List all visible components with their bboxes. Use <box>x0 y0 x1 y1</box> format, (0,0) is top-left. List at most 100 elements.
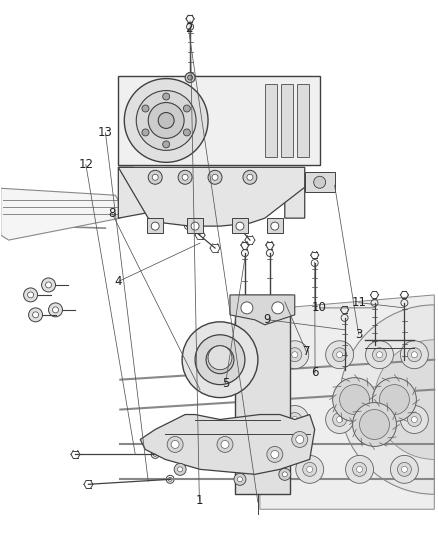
Bar <box>265 84 277 157</box>
Circle shape <box>332 413 346 426</box>
Circle shape <box>296 435 304 443</box>
Circle shape <box>372 348 386 362</box>
Circle shape <box>221 440 229 448</box>
Circle shape <box>390 455 418 483</box>
Bar <box>118 76 320 165</box>
Text: 12: 12 <box>78 158 93 171</box>
Circle shape <box>283 472 287 477</box>
Circle shape <box>247 174 253 180</box>
Circle shape <box>397 462 411 477</box>
Text: 3: 3 <box>355 328 362 341</box>
Text: 4: 4 <box>115 275 122 288</box>
Circle shape <box>372 413 386 426</box>
Text: 5: 5 <box>222 377 229 390</box>
Circle shape <box>366 406 393 433</box>
Circle shape <box>279 469 291 480</box>
Circle shape <box>292 352 298 358</box>
Polygon shape <box>1 188 120 240</box>
Circle shape <box>212 174 218 180</box>
Circle shape <box>214 354 226 366</box>
Circle shape <box>353 462 367 477</box>
Circle shape <box>281 341 309 369</box>
Circle shape <box>407 413 421 426</box>
Circle shape <box>187 75 193 80</box>
Circle shape <box>407 348 421 362</box>
Circle shape <box>49 303 63 317</box>
Circle shape <box>292 416 298 423</box>
Circle shape <box>314 176 326 188</box>
Circle shape <box>296 455 324 483</box>
Polygon shape <box>230 295 295 325</box>
Circle shape <box>195 335 245 385</box>
Wedge shape <box>374 340 434 459</box>
Text: 10: 10 <box>312 302 327 314</box>
Circle shape <box>142 105 149 112</box>
Text: 11: 11 <box>351 296 366 309</box>
Bar <box>297 84 309 157</box>
Circle shape <box>24 288 38 302</box>
Circle shape <box>366 341 393 369</box>
Circle shape <box>234 473 246 486</box>
Bar <box>235 295 290 494</box>
Circle shape <box>124 78 208 163</box>
Circle shape <box>208 171 222 184</box>
Circle shape <box>167 437 183 453</box>
Circle shape <box>346 455 374 483</box>
Circle shape <box>288 348 302 362</box>
Circle shape <box>267 447 283 462</box>
Text: 7: 7 <box>303 345 310 358</box>
Bar <box>267 218 283 233</box>
Circle shape <box>326 406 353 433</box>
Text: 1: 1 <box>196 494 203 507</box>
Circle shape <box>171 440 179 448</box>
Circle shape <box>191 222 199 230</box>
Circle shape <box>178 171 192 184</box>
Circle shape <box>307 466 313 472</box>
Polygon shape <box>140 415 314 474</box>
Circle shape <box>353 402 396 447</box>
Circle shape <box>206 346 234 374</box>
Circle shape <box>377 416 382 423</box>
Text: 9: 9 <box>263 313 271 326</box>
Circle shape <box>53 307 59 313</box>
Circle shape <box>178 467 183 472</box>
Circle shape <box>303 462 317 477</box>
Circle shape <box>152 174 158 180</box>
Bar <box>232 218 248 233</box>
Circle shape <box>142 129 149 136</box>
Polygon shape <box>260 295 434 509</box>
Circle shape <box>174 463 186 475</box>
Circle shape <box>158 112 174 128</box>
Text: 2: 2 <box>185 22 192 35</box>
Circle shape <box>237 477 242 482</box>
Circle shape <box>379 385 410 415</box>
Circle shape <box>372 378 417 422</box>
Circle shape <box>411 352 417 358</box>
Circle shape <box>271 222 279 230</box>
Circle shape <box>162 93 170 100</box>
Circle shape <box>185 72 195 83</box>
Circle shape <box>148 102 184 139</box>
Circle shape <box>42 278 56 292</box>
Text: 13: 13 <box>98 126 113 139</box>
Circle shape <box>148 171 162 184</box>
Circle shape <box>332 348 346 362</box>
Circle shape <box>243 171 257 184</box>
Circle shape <box>241 302 253 314</box>
Circle shape <box>32 312 39 318</box>
Circle shape <box>182 174 188 180</box>
Circle shape <box>292 432 308 447</box>
Circle shape <box>184 105 191 112</box>
Circle shape <box>400 341 428 369</box>
Circle shape <box>272 302 284 314</box>
Circle shape <box>46 282 52 288</box>
Circle shape <box>332 378 377 422</box>
Circle shape <box>360 409 389 439</box>
Circle shape <box>162 141 170 148</box>
Circle shape <box>326 341 353 369</box>
Bar <box>305 172 335 192</box>
Circle shape <box>151 222 159 230</box>
Polygon shape <box>118 167 305 218</box>
Circle shape <box>28 292 34 298</box>
Circle shape <box>411 416 417 423</box>
